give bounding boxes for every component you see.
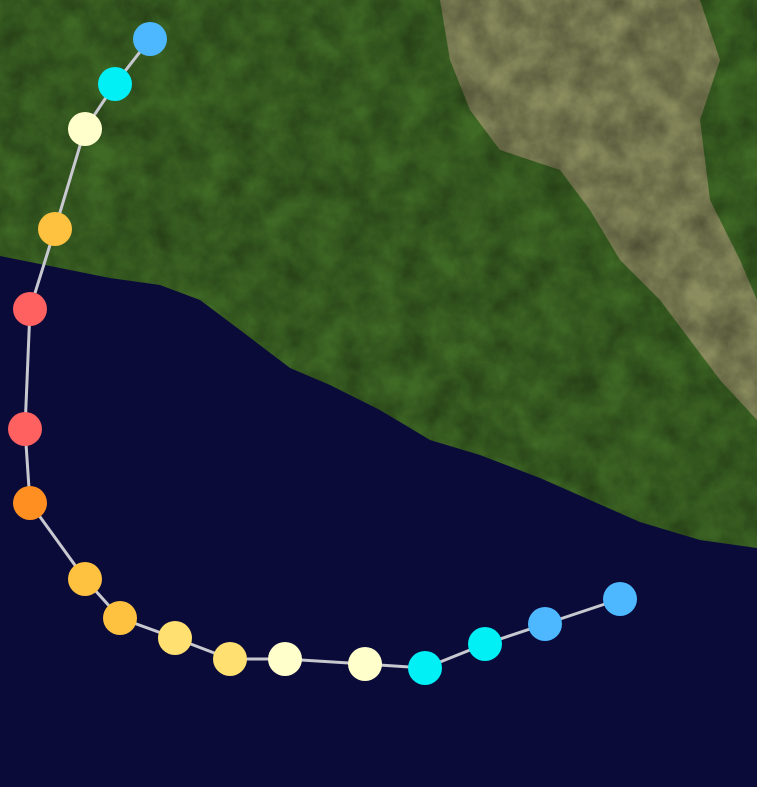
track-point	[68, 112, 102, 146]
track-point	[528, 607, 562, 641]
track-point	[158, 621, 192, 655]
track-point	[268, 642, 302, 676]
track-point	[603, 582, 637, 616]
track-point	[13, 292, 47, 326]
track-point	[348, 647, 382, 681]
storm-track	[8, 22, 637, 685]
track-point	[408, 651, 442, 685]
track-point	[13, 486, 47, 520]
track-point	[98, 67, 132, 101]
track-point	[38, 212, 72, 246]
track-point	[8, 412, 42, 446]
track-point	[468, 627, 502, 661]
track-point	[133, 22, 167, 56]
track-point	[213, 642, 247, 676]
track-point	[68, 562, 102, 596]
track-point	[103, 601, 137, 635]
